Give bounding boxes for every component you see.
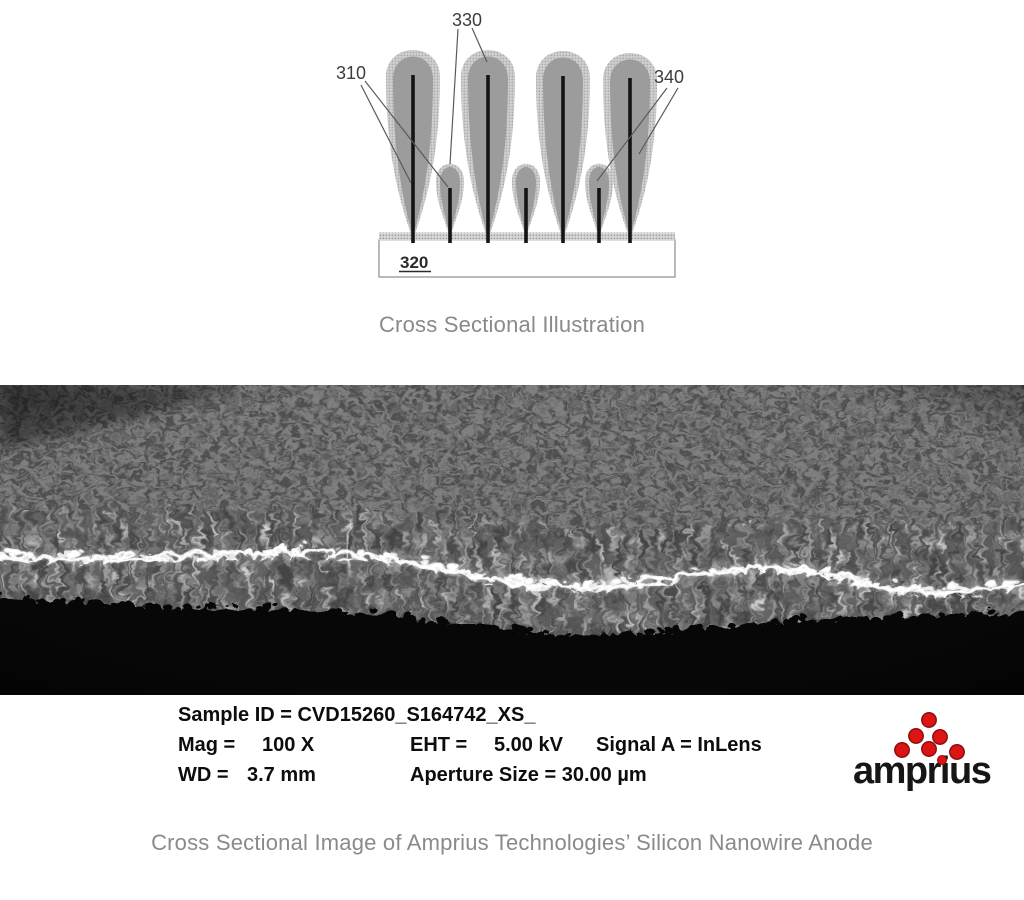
meta-wd-label: WD = [178,764,229,786]
label-310: 310 [336,63,366,83]
meta-aperture: Aperture Size = 30.00 µm [410,764,647,786]
nanowire-core-short [597,188,601,243]
meta-mag-label: Mag = [178,734,236,756]
leader-310-a [360,84,412,184]
leader-lines [360,27,679,188]
amprius-logo-text: amprius [853,750,992,792]
nanowire-core [561,76,565,243]
label-320: 320 [399,253,431,273]
label-330: 330 [452,10,482,30]
illustration-caption: Cross Sectional Illustration [378,312,646,337]
meta-sample-id: Sample ID = CVD15260_S164742_XS_ [178,704,536,726]
sem-micrograph [0,385,1024,695]
nanowire-core [411,75,415,243]
meta-eht-label: EHT = [410,734,468,756]
nanowire-core [486,75,490,243]
leader-310-b [364,80,449,188]
amprius-logo: amprius [845,700,1023,798]
meta-wd-value: 3.7 mm [247,764,316,786]
meta-eht-value: 5.00 kV [494,734,563,756]
sem-caption: Cross Sectional Image of Amprius Technol… [151,830,873,855]
nanowire-core-short [448,188,452,243]
nanowire-core [628,78,632,243]
leader-340-a [596,87,668,182]
nanowire-cores [411,75,632,243]
meta-mag-value: 100 X [262,734,315,756]
leader-330-b [471,27,488,63]
leader-340-b [638,87,679,155]
meta-signal: Signal A = InLens [596,734,762,756]
sem-info-bar: 100 µm Sample ID = CVD15260_S164742_XS_ … [0,695,1024,815]
amprius-logo-i-dot [937,755,947,765]
svg-text:320: 320 [400,253,428,272]
sem-vignette [0,385,1024,695]
leader-330-a [449,28,459,165]
cross-section-illustration: 310 330 340 320 [336,10,684,278]
amprius-logo-dots-icon [894,712,965,760]
label-340: 340 [654,67,684,87]
nanowire-core-short [524,188,528,243]
